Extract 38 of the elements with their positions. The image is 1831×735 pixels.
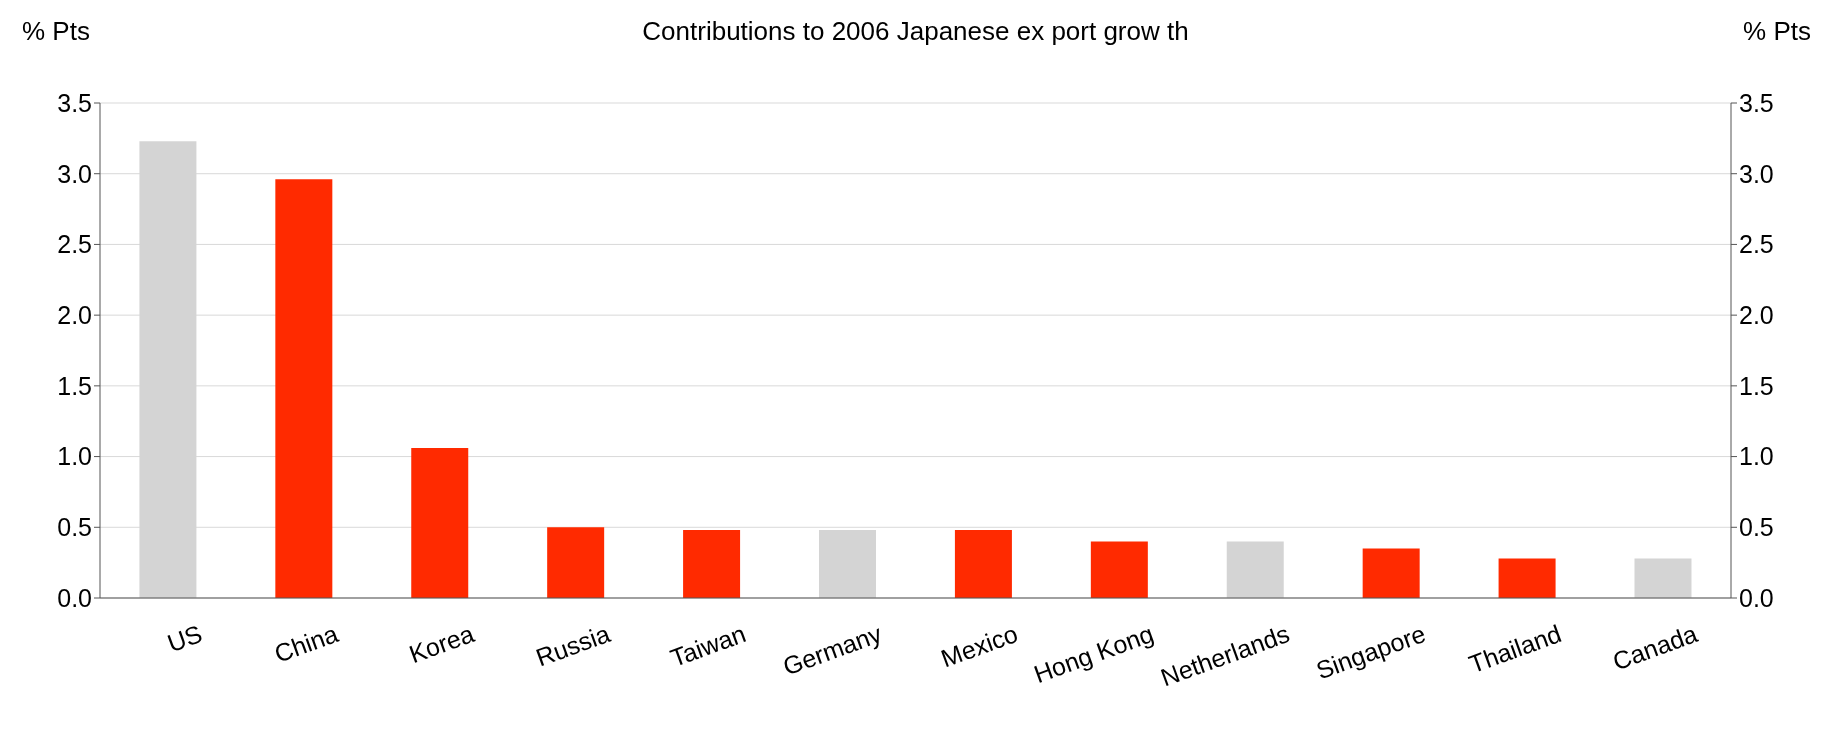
bar xyxy=(1090,541,1148,598)
bar xyxy=(547,527,605,598)
y2-axis-title: % Pts xyxy=(1743,16,1811,47)
y2-tick-label: 1.5 xyxy=(1739,371,1774,400)
x-tick-label: China xyxy=(270,619,342,668)
bar xyxy=(819,530,876,598)
bar xyxy=(411,448,469,598)
y2-tick-label: 1.0 xyxy=(1739,442,1774,471)
y2-tick-label: 0.0 xyxy=(1739,583,1774,612)
y-axis-title: % Pts xyxy=(22,16,90,47)
y-tick-label: 1.0 xyxy=(57,442,92,471)
y2-tick-label: 2.0 xyxy=(1739,301,1774,330)
y2-tick-label: 2.5 xyxy=(1739,230,1774,259)
x-tick-label: Mexico xyxy=(937,619,1022,673)
y-tick-label: 0.0 xyxy=(57,583,92,612)
y2-tick-label: 0.5 xyxy=(1739,513,1774,542)
bar xyxy=(1226,541,1284,598)
y-tick-label: 2.5 xyxy=(57,230,92,259)
x-tick-label: Canada xyxy=(1608,619,1701,676)
y-tick-label: 0.5 xyxy=(57,513,92,542)
bar xyxy=(1362,548,1420,598)
y-tick-label: 3.0 xyxy=(57,159,92,188)
y-tick-label: 3.5 xyxy=(57,88,92,117)
x-tick-label: US xyxy=(163,619,206,658)
bar xyxy=(1634,558,1692,598)
y2-tick-label: 3.5 xyxy=(1739,88,1774,117)
chart-title: Contributions to 2006 Japanese ex port grow th xyxy=(642,16,1189,46)
x-tick-label: Hong Kong xyxy=(1030,619,1158,689)
y-tick-label: 1.5 xyxy=(57,371,92,400)
bar xyxy=(275,179,333,598)
y2-tick-label: 3.0 xyxy=(1739,159,1774,188)
x-tick-label: Russia xyxy=(532,619,614,672)
y-tick-label: 2.0 xyxy=(57,301,92,330)
bar xyxy=(1498,558,1556,598)
bar xyxy=(683,530,741,598)
x-tick-label: Korea xyxy=(405,619,478,669)
x-tick-label: Taiwan xyxy=(666,619,750,672)
bar xyxy=(954,530,1012,598)
